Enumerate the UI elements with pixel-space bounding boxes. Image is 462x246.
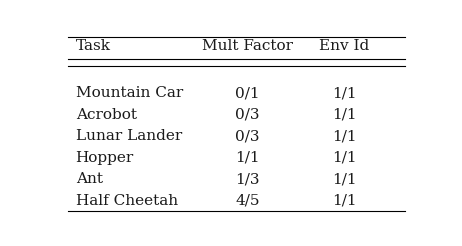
Text: Ant: Ant — [76, 172, 103, 186]
Text: Half Cheetah: Half Cheetah — [76, 194, 178, 208]
Text: Task: Task — [76, 39, 111, 53]
Text: Acrobot: Acrobot — [76, 108, 137, 122]
Text: 1/1: 1/1 — [235, 151, 260, 165]
Text: 0/3: 0/3 — [235, 129, 260, 143]
Text: 1/1: 1/1 — [332, 129, 357, 143]
Text: 0/3: 0/3 — [235, 108, 260, 122]
Text: 1/1: 1/1 — [332, 108, 357, 122]
Text: Mult Factor: Mult Factor — [202, 39, 293, 53]
Text: Env Id: Env Id — [319, 39, 369, 53]
Text: Lunar Lander: Lunar Lander — [76, 129, 182, 143]
Text: 1/1: 1/1 — [332, 172, 357, 186]
Text: 1/1: 1/1 — [332, 151, 357, 165]
Text: Mountain Car: Mountain Car — [76, 86, 183, 100]
Text: 1/3: 1/3 — [235, 172, 260, 186]
Text: 1/1: 1/1 — [332, 194, 357, 208]
Text: 4/5: 4/5 — [235, 194, 260, 208]
Text: Hopper: Hopper — [76, 151, 134, 165]
Text: 1/1: 1/1 — [332, 86, 357, 100]
Text: 0/1: 0/1 — [235, 86, 260, 100]
